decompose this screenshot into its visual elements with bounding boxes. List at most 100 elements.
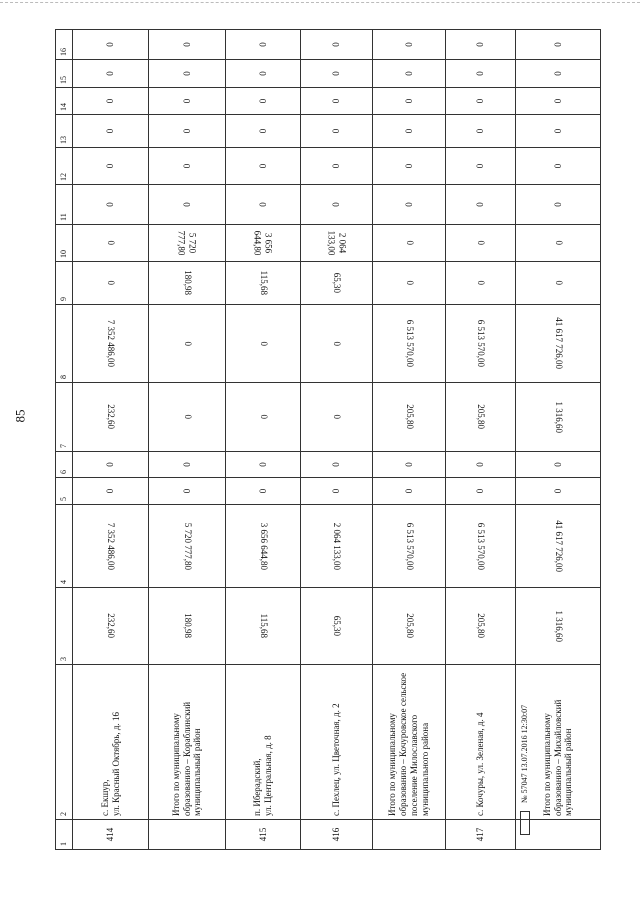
cell-value: 0: [553, 240, 564, 246]
cell-value: 0: [257, 71, 268, 76]
table-row: 417 с. Кочуры, ул. Зеленая, д. 4 205,80 6 5…: [445, 29, 516, 850]
column-header: 9: [55, 261, 73, 305]
table-cell: 0: [225, 304, 301, 383]
table-row: Итого по муниципальному образованию – Ко…: [148, 29, 226, 850]
cell-value: 0: [257, 462, 268, 467]
cell-value: 0: [475, 280, 486, 286]
cell-value: 0: [475, 240, 486, 246]
cell-value: 0: [331, 341, 342, 346]
cell-value: 7 352 486,00: [105, 522, 116, 570]
cell-value: 41 617 726,00: [553, 317, 564, 370]
table-cell: 0: [148, 114, 226, 148]
cell-value: 0: [257, 128, 268, 134]
table-cell: 0: [300, 304, 373, 383]
table-cell: 0: [225, 114, 301, 148]
table-cell: 0: [372, 451, 446, 478]
table-cell: 0: [445, 451, 516, 478]
cell-value: 0: [475, 128, 486, 134]
cell-value: 0: [552, 202, 563, 207]
cell-value: 0: [331, 202, 342, 207]
table-cell: 0: [72, 224, 149, 262]
cell-value: 0: [258, 414, 269, 420]
table-cell: 0: [300, 477, 373, 505]
registration-stamp: № 57047 13.07.2016 12:30:07: [520, 705, 531, 835]
table-cell: 115,68: [225, 587, 301, 665]
cell-value: 0: [552, 42, 563, 47]
table-cell: 0: [148, 29, 226, 60]
table-cell: 115,68: [225, 261, 301, 305]
table-cell: 0: [300, 451, 373, 478]
cell-value: 0: [331, 71, 342, 76]
table-cell: 65,30: [300, 261, 373, 305]
cell-value: 6 513 570,00: [475, 319, 486, 368]
cell-value: 0: [257, 42, 268, 47]
cell-value: 0: [331, 414, 342, 420]
table-cell: 0: [225, 477, 301, 505]
column-header: 8: [55, 304, 73, 383]
cell-value: 6 513 570,00: [404, 319, 415, 368]
table-cell: 0: [300, 147, 373, 185]
cell-value: 1 316,60: [553, 401, 564, 433]
row-number: 417: [475, 827, 486, 842]
cell-value: 232,60: [105, 404, 116, 430]
cell-value: 0: [331, 42, 342, 47]
cell-value: 6 513 570,00: [404, 522, 415, 570]
table-cell: 2 064 133,00: [300, 504, 373, 588]
cell-value: 1 316,60: [553, 610, 564, 642]
table-cell: 6 513 570,00: [372, 304, 446, 383]
table-cell: с. Екшур, ул. Красный Октябрь, д. 16: [72, 664, 149, 820]
table-cell: 41 617 726,00: [515, 504, 601, 588]
cell-value: 0: [181, 163, 192, 169]
cell-value: 0: [475, 488, 486, 494]
table-cell: 3 656 644,80: [225, 504, 301, 588]
cell-value: 0: [404, 240, 415, 246]
table-cell: с. Кочуры, ул. Зеленая, д. 4: [445, 664, 516, 820]
cell-value: 0: [105, 240, 116, 246]
cell-value: 0: [403, 128, 414, 134]
table-cell: 0: [72, 451, 149, 478]
table-cell: 0: [515, 87, 601, 115]
table-cell: 0: [515, 477, 601, 505]
cell-value: 0: [403, 42, 414, 47]
cell-value: 0: [404, 280, 415, 286]
table-cell: 0: [445, 29, 516, 60]
table-cell: 6 513 570,00: [445, 304, 516, 383]
table-cell: 0: [372, 224, 446, 262]
table-cell: 205,80: [445, 587, 516, 665]
table-cell: 415: [225, 819, 301, 850]
address-text: Итого по муниципальному образованию – Ко…: [170, 701, 203, 816]
address-text: с. Кочуры, ул. Зеленая, д. 4: [475, 712, 486, 816]
table-cell: 0: [372, 477, 446, 505]
table-cell: 0: [515, 147, 601, 185]
table-cell: 0: [148, 184, 226, 225]
column-header: 1: [55, 819, 73, 850]
cell-value: 0: [552, 488, 563, 494]
cell-value: 5 720 777,80: [182, 522, 193, 570]
cell-value: 0: [403, 462, 414, 467]
table-cell: 0: [372, 114, 446, 148]
table-cell: 0: [72, 29, 149, 60]
table-cell: [148, 819, 226, 850]
cell-value: 115,68: [258, 613, 269, 639]
table-row: 415 п. Иберадский, ул. Центральная, д. 8 1…: [225, 29, 301, 850]
cell-value: 0: [105, 128, 116, 134]
table-cell: 0: [72, 87, 149, 115]
cell-value: 65,30: [331, 615, 342, 637]
cell-value: 0: [181, 202, 192, 207]
cell-value: 2 064 133,00: [331, 522, 342, 570]
column-header: 15: [55, 59, 73, 88]
table-cell: 0: [515, 224, 601, 262]
column-header: 12: [55, 147, 73, 185]
table-cell: 0: [300, 29, 373, 60]
table-cell: 417: [445, 819, 516, 850]
table-cell: 0: [515, 29, 601, 60]
table-cell: 0: [148, 477, 226, 505]
table-cell: 41 617 726,00: [515, 304, 601, 383]
cell-value: 0: [105, 71, 116, 76]
cell-value: 65,30: [331, 272, 342, 294]
table-cell: 414: [72, 819, 149, 850]
table-cell: 7 352 486,00: [72, 304, 149, 383]
table-cell: 0: [72, 477, 149, 505]
table-cell: 5 720 777,80: [148, 504, 226, 588]
cell-value: 0: [257, 98, 268, 104]
